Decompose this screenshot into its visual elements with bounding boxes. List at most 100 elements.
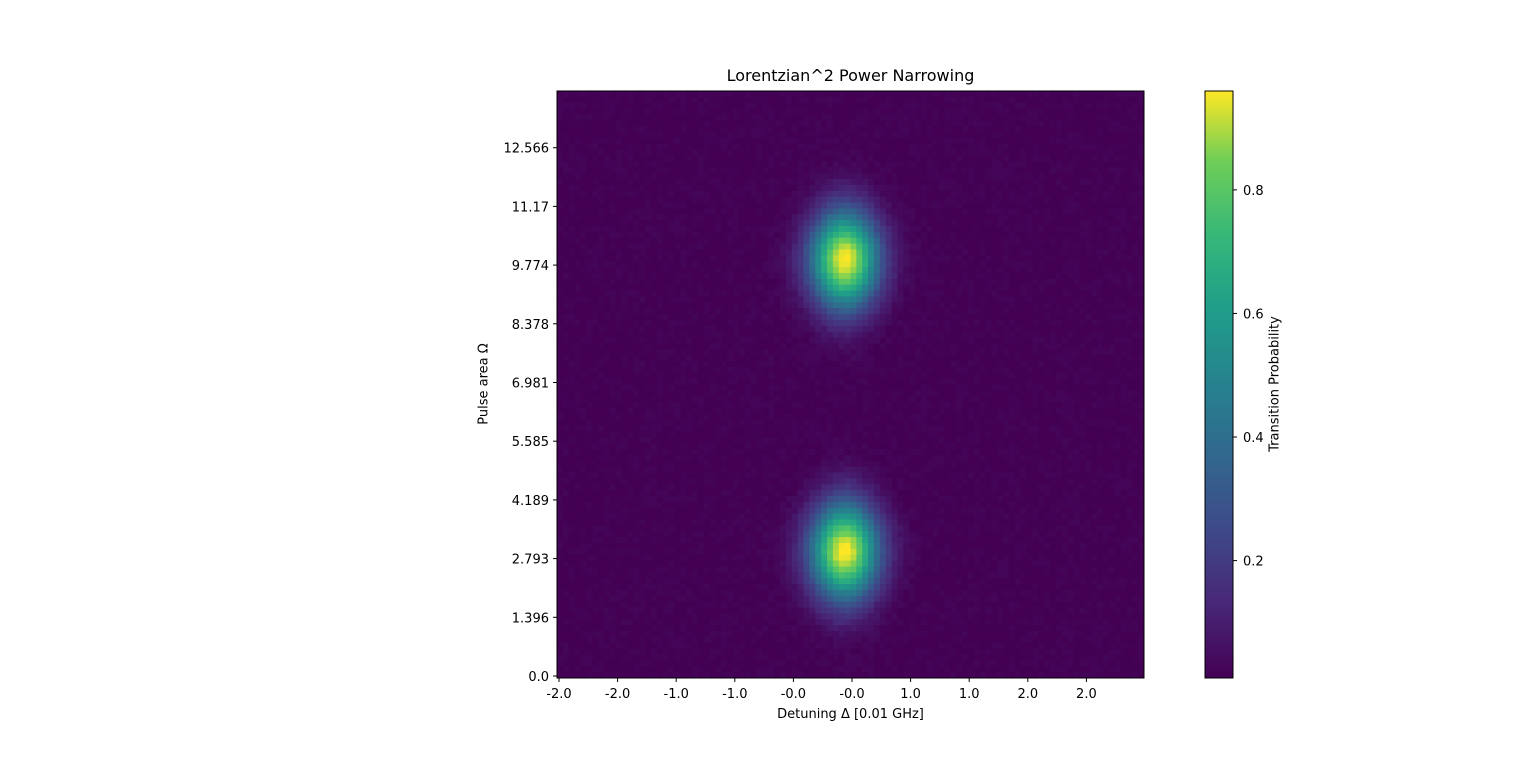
heatmap-cell [703, 155, 711, 162]
heatmap-cell [780, 167, 787, 174]
heatmap-cell [1032, 96, 1039, 104]
heatmap-cell [557, 378, 564, 385]
heatmap-cell [738, 272, 746, 280]
heatmap-cell [580, 214, 587, 221]
heatmap-cell [557, 284, 564, 291]
heatmap-cell [668, 114, 675, 121]
heatmap-cell [885, 267, 892, 274]
heatmap-cell [909, 308, 916, 315]
heatmap-cell [574, 349, 581, 356]
heatmap-cell [715, 319, 722, 327]
heatmap-cell [568, 155, 576, 162]
heatmap-cell [873, 249, 881, 256]
heatmap-cell [973, 243, 981, 250]
heatmap-cell [862, 337, 869, 344]
heatmap-cell [791, 173, 799, 180]
heatmap-cell [944, 190, 951, 198]
heatmap-cell [703, 114, 711, 121]
heatmap-cell [1067, 284, 1074, 291]
heatmap-cell [721, 272, 728, 280]
heatmap-cell [891, 108, 898, 115]
heatmap-cell [774, 196, 781, 203]
heatmap-cell [932, 349, 939, 356]
heatmap-cell [932, 226, 939, 233]
heatmap-cell [1097, 366, 1104, 374]
heatmap-cell [615, 361, 622, 368]
heatmap-cell [1061, 137, 1069, 145]
heatmap-cell [791, 220, 799, 227]
heatmap-cell [827, 114, 834, 121]
heatmap-cell [809, 208, 816, 215]
heatmap-cell [991, 261, 998, 268]
heatmap-cell [1085, 184, 1092, 192]
heatmap-cell [938, 214, 945, 221]
heatmap-cell [973, 208, 981, 215]
heatmap-cell [1067, 249, 1074, 256]
heatmap-cell [592, 231, 599, 239]
heatmap-cell [574, 267, 581, 274]
heatmap-cell [1008, 202, 1016, 209]
heatmap-cell [609, 243, 617, 250]
heatmap-cell [997, 284, 1004, 291]
heatmap-cell [733, 349, 740, 356]
heatmap-cell [997, 220, 1004, 227]
heatmap-cell [791, 302, 799, 309]
heatmap-cell [1120, 226, 1127, 233]
heatmap-cell [785, 214, 793, 221]
heatmap-cell [615, 308, 622, 315]
heatmap-cell [856, 190, 863, 198]
heatmap-cell [932, 167, 939, 174]
heatmap-cell [1126, 149, 1133, 156]
heatmap-cell [803, 190, 810, 198]
heatmap-cell [774, 325, 781, 333]
heatmap-cell [850, 173, 857, 180]
heatmap-cell [650, 237, 658, 245]
heatmap-cell [721, 237, 728, 245]
heatmap-cell [862, 372, 869, 380]
heatmap-cell [703, 179, 711, 186]
heatmap-cell [721, 143, 728, 151]
heatmap-cell [832, 272, 840, 280]
heatmap-cell [627, 308, 634, 315]
heatmap-cell [615, 337, 622, 344]
heatmap-cell [815, 173, 822, 180]
heatmap-cell [1020, 91, 1027, 98]
heatmap-cell [920, 102, 928, 110]
heatmap-cell [850, 214, 857, 221]
heatmap-cell [979, 337, 986, 344]
heatmap-cell [997, 355, 1004, 362]
heatmap-cell [598, 290, 605, 297]
heatmap-cell [639, 314, 646, 321]
heatmap-cell [609, 284, 617, 291]
heatmap-cell [909, 331, 916, 338]
heatmap-cell [891, 96, 898, 104]
heatmap-cell [785, 114, 793, 121]
heatmap-cell [926, 296, 934, 303]
heatmap-cell [920, 243, 928, 250]
heatmap-cell [568, 361, 576, 368]
heatmap-cell [615, 267, 622, 274]
heatmap-cell [879, 102, 887, 110]
heatmap-cell [750, 149, 757, 156]
heatmap-cell [997, 132, 1004, 139]
heatmap-cell [873, 167, 881, 174]
heatmap-cell [956, 308, 963, 315]
heatmap-cell [598, 167, 605, 174]
heatmap-cell [920, 372, 928, 380]
heatmap-cell [615, 108, 622, 115]
heatmap-cell [639, 220, 646, 227]
heatmap-cell [633, 132, 640, 139]
heatmap-cell [873, 261, 881, 268]
heatmap-cell [1091, 290, 1098, 297]
heatmap-cell [862, 243, 869, 250]
heatmap-cell [727, 302, 734, 309]
heatmap-cell [633, 202, 640, 209]
heatmap-cell [650, 243, 658, 250]
heatmap-cell [1044, 214, 1051, 221]
heatmap-cell [680, 102, 687, 110]
heatmap-cell [873, 331, 881, 338]
heatmap-cell [1108, 96, 1116, 104]
heatmap-cell [891, 137, 898, 145]
heatmap-cell [938, 378, 945, 385]
heatmap-cell [1114, 355, 1121, 362]
